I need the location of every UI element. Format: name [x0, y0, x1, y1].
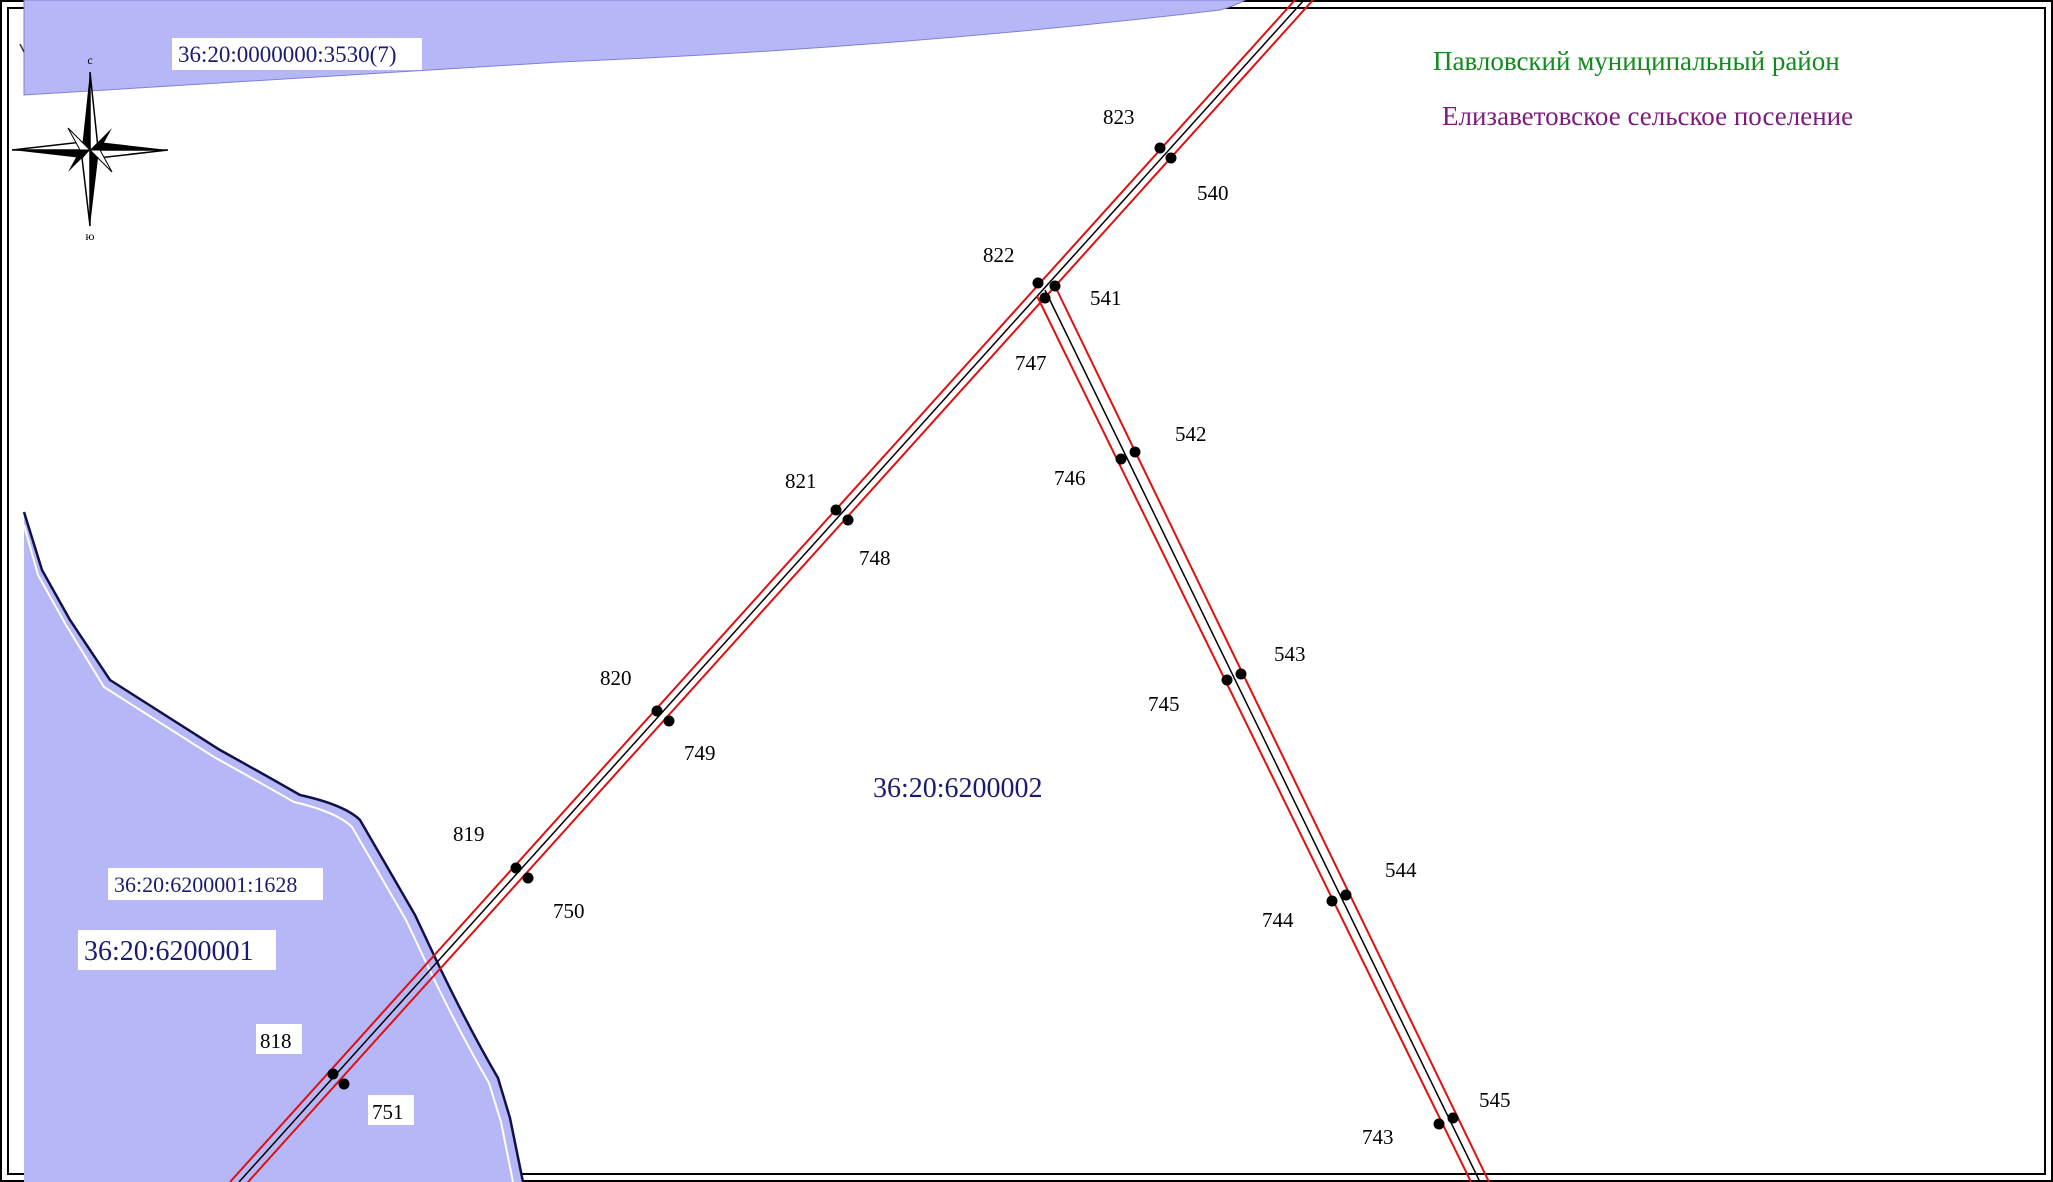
vertex-543	[1235, 668, 1247, 680]
svg-text:36:20:0000000:3530(7): 36:20:0000000:3530(7)	[178, 42, 397, 67]
point-label-751-box: 751	[368, 1095, 414, 1125]
point-label-543: 543	[1274, 642, 1306, 666]
vertex-750	[522, 872, 534, 884]
vertex-744	[1326, 895, 1338, 907]
point-label-750: 750	[553, 899, 585, 923]
point-label-746: 746	[1054, 466, 1086, 490]
point-label-744: 744	[1262, 908, 1294, 932]
vertex-541	[1049, 280, 1061, 292]
district-label: Павловский муниципальный район	[1433, 46, 1840, 76]
point-label-541: 541	[1090, 286, 1122, 310]
vertex-745	[1221, 674, 1233, 686]
parcel-left-label: 36:20:6200001:1628	[108, 868, 323, 900]
vertex-542	[1129, 446, 1141, 458]
point-label-743: 743	[1362, 1125, 1394, 1149]
vertex-818	[327, 1068, 339, 1080]
point-labels: 823 540 822 541 747 542 746 821 748 543 …	[453, 105, 1417, 932]
point-label-821: 821	[785, 469, 817, 493]
point-label-818-box: 818	[256, 1024, 302, 1054]
vertex-822	[1032, 277, 1044, 289]
vertex-540	[1165, 152, 1177, 164]
vertex-823	[1154, 142, 1166, 154]
point-label-819: 819	[453, 822, 485, 846]
vertex-747	[1039, 292, 1051, 304]
edge-tick	[19, 43, 25, 53]
point-label-822: 822	[983, 243, 1015, 267]
point-label-540: 540	[1197, 181, 1229, 205]
vertex-820	[651, 705, 663, 717]
point-label-820: 820	[600, 666, 632, 690]
parcel-left-boundary-outer	[22, 511, 525, 1182]
point-label-542: 542	[1175, 422, 1207, 446]
corridor-vertices	[327, 142, 1459, 1130]
svg-text:36:20:6200001:1628: 36:20:6200001:1628	[114, 872, 297, 897]
vertex-544	[1340, 889, 1352, 901]
vertex-749	[663, 715, 675, 727]
svg-text:36:20:6200001: 36:20:6200001	[84, 936, 254, 967]
point-label-747: 747	[1015, 351, 1047, 375]
vertex-821	[830, 504, 842, 516]
vertex-751	[338, 1078, 350, 1090]
point-label-751: 751	[372, 1100, 404, 1124]
vertex-545	[1447, 1112, 1459, 1124]
compass-north-label: с	[87, 53, 92, 67]
settlement-label: Елизаветовское сельское поселение	[1442, 101, 1853, 131]
point-label-818: 818	[260, 1029, 292, 1053]
point-label-823: 823	[1103, 105, 1135, 129]
corridor-branch	[1036, 283, 1490, 1182]
parcel-top-label: 36:20:0000000:3530(7)	[172, 38, 422, 70]
quarter-center-label: 36:20:6200002	[873, 773, 1043, 804]
point-label-544: 544	[1385, 858, 1417, 882]
corridor-main	[229, 0, 1314, 1182]
point-label-749: 749	[684, 741, 716, 765]
vertex-743	[1433, 1118, 1445, 1130]
vertex-819	[510, 862, 522, 874]
compass-south-label: ю	[86, 229, 95, 243]
parcel-top-area	[23, 0, 1246, 96]
parcel-left-boundary-inner	[23, 524, 514, 1182]
vertex-746	[1115, 453, 1127, 465]
compass-rose: с ю	[11, 53, 169, 243]
point-label-745: 745	[1148, 692, 1180, 716]
quarter-left-label: 36:20:6200001	[78, 930, 276, 970]
point-label-748: 748	[859, 546, 891, 570]
point-label-545: 545	[1479, 1088, 1511, 1112]
vertex-748	[842, 514, 854, 526]
